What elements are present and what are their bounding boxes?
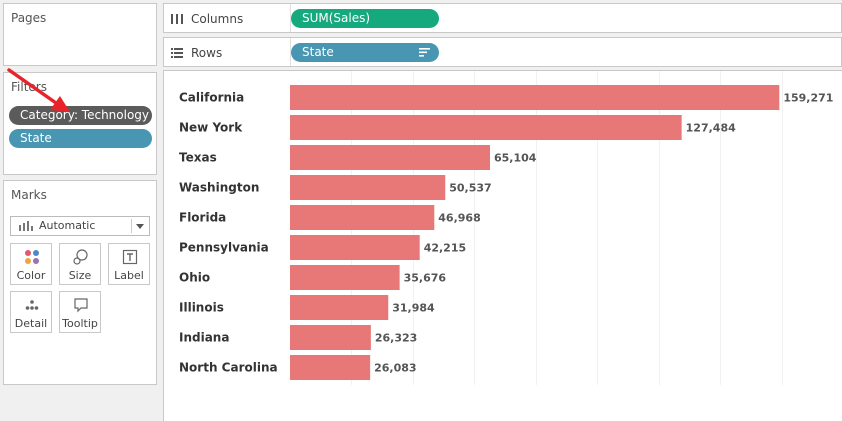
marks-label-button[interactable]: Label: [108, 243, 150, 285]
value-label: 65,104: [494, 152, 537, 165]
marks-tooltip-label: Tooltip: [62, 317, 98, 330]
value-label: 42,215: [424, 242, 466, 255]
bar: [290, 145, 491, 170]
value-label: 35,676: [404, 272, 447, 285]
tooltip-icon: [74, 298, 88, 313]
shelf-divider: [290, 38, 291, 66]
columns-shelf[interactable]: Columns SUM(Sales): [163, 3, 842, 33]
bar: [290, 205, 435, 230]
bar: [290, 355, 371, 380]
size-icon: [73, 249, 88, 265]
shelf-divider: [290, 4, 291, 32]
rows-pill-state[interactable]: State: [291, 43, 439, 62]
rows-icon: [171, 48, 183, 58]
rows-shelf-label: Rows: [171, 46, 222, 60]
rows-pill-label: State: [302, 45, 334, 59]
filters-card[interactable]: Filters Category: Technology State: [3, 72, 157, 175]
mark-type-value: Automatic: [39, 219, 96, 232]
marks-color-label: Color: [16, 269, 46, 282]
bar: [290, 85, 780, 110]
rows-label-text: Rows: [191, 46, 223, 60]
filter-pill-category[interactable]: Category: Technology: [9, 106, 152, 125]
marks-tooltip-button[interactable]: Tooltip: [59, 291, 101, 333]
bar: [290, 325, 371, 350]
category-label: New York: [179, 121, 243, 135]
rows-shelf[interactable]: Rows State: [163, 37, 842, 67]
marks-size-button[interactable]: Size: [59, 243, 101, 285]
value-label: 26,323: [375, 332, 417, 345]
category-label: North Carolina: [179, 361, 278, 375]
category-label: Ohio: [179, 271, 210, 285]
left-panels: Pages Filters Category: Technology State…: [0, 0, 160, 421]
marks-size-label: Size: [68, 269, 92, 282]
mark-type-dropdown[interactable]: Automatic: [10, 216, 150, 236]
chevron-down-icon[interactable]: [136, 224, 144, 229]
category-label: Indiana: [179, 331, 229, 345]
marks-title: Marks: [11, 188, 47, 202]
category-label: California: [179, 91, 244, 105]
sort-descending-icon[interactable]: [419, 48, 430, 57]
value-label: 127,484: [686, 122, 736, 135]
marks-card[interactable]: Marks Automatic Color: [3, 180, 157, 385]
value-label: 50,537: [449, 182, 491, 195]
filter-pill-state[interactable]: State: [9, 129, 152, 148]
bar: [290, 115, 682, 140]
marks-label-label: Label: [114, 269, 144, 282]
label-icon: [122, 249, 138, 265]
bar-chart: California 159,271 New York 127,484 Texas 65,…: [179, 71, 833, 385]
bar: [290, 175, 446, 200]
columns-shelf-label: Columns: [171, 12, 243, 26]
bar: [290, 235, 420, 260]
marks-detail-label: Detail: [14, 317, 48, 330]
value-label: 159,271: [783, 92, 833, 105]
detail-icon: [25, 300, 39, 310]
color-dots-icon: [25, 250, 39, 264]
columns-pill-sum-sales[interactable]: SUM(Sales): [291, 9, 439, 28]
value-label: 46,968: [438, 212, 480, 225]
bar: [290, 295, 389, 320]
category-label: Illinois: [179, 301, 224, 315]
bar: [290, 265, 400, 290]
marks-color-button[interactable]: Color: [10, 243, 52, 285]
columns-label-text: Columns: [191, 12, 244, 26]
pages-card[interactable]: Pages: [3, 3, 157, 66]
filter-pill-category-label: Category: Technology: [20, 108, 150, 122]
value-label: 26,083: [374, 362, 416, 375]
marks-detail-button[interactable]: Detail: [10, 291, 52, 333]
category-label: Texas: [179, 151, 217, 165]
chart-view[interactable]: California 159,271 New York 127,484 Texas 65,…: [163, 70, 842, 421]
columns-icon: [171, 14, 183, 24]
category-label: Washington: [179, 181, 259, 195]
bar-chart-icon: [19, 221, 33, 231]
value-label: 31,984: [392, 302, 435, 315]
category-label: Florida: [179, 211, 226, 225]
columns-pill-label: SUM(Sales): [302, 11, 371, 25]
filters-title: Filters: [11, 80, 47, 94]
dropdown-divider: [131, 219, 132, 233]
filter-pill-state-label: State: [20, 131, 52, 145]
category-label: Pennsylvania: [179, 241, 269, 255]
pages-title: Pages: [11, 11, 47, 25]
